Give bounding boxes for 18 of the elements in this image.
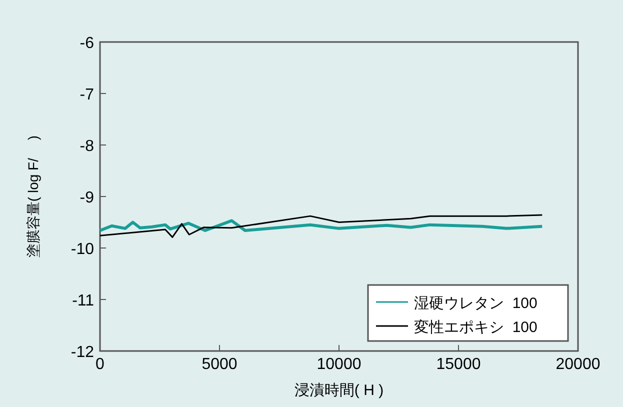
y-tick-label: -7 bbox=[80, 86, 94, 104]
x-tick-label: 10000 bbox=[316, 356, 362, 373]
legend-label: 変性エポキシ 100 bbox=[414, 319, 538, 336]
x-tick-label: 15000 bbox=[436, 356, 481, 373]
y-tick-label: -12 bbox=[70, 344, 94, 361]
y-tick-label: -9 bbox=[80, 190, 94, 206]
x-axis-title: 浸漬時間( H ) bbox=[294, 382, 384, 399]
y-tick-label: -8 bbox=[80, 138, 94, 155]
y-tick-label: -6 bbox=[80, 35, 94, 52]
y-tick-label: -11 bbox=[72, 292, 94, 310]
line-series bbox=[98, 219, 544, 232]
x-tick-label: 5000 bbox=[202, 356, 238, 373]
x-tick-label: 20000 bbox=[556, 356, 600, 373]
y-axis-title: 塗膜容量( log F/ ) bbox=[25, 135, 41, 258]
line-series bbox=[99, 214, 543, 238]
x-tick-label: 0 bbox=[96, 356, 105, 373]
legend-label: 湿硬ウレタン 100 bbox=[414, 295, 538, 312]
y-tick-label: -10 bbox=[70, 241, 94, 258]
